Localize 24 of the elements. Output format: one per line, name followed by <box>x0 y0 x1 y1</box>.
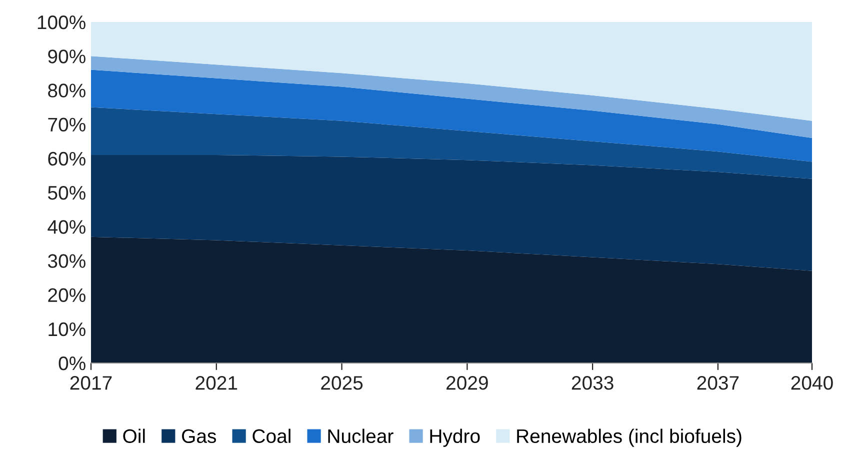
legend-label: Coal <box>252 428 290 444</box>
y-tick-label: 100% <box>38 15 86 30</box>
x-tick-label: 2025 <box>321 376 363 390</box>
y-tick-label: 50% <box>48 186 86 200</box>
y-tick-label: 90% <box>48 50 86 64</box>
y-tick-label: 60% <box>48 152 86 166</box>
legend-label: Renewables (incl biofuels) <box>517 428 742 447</box>
x-tick-label: 2040 <box>791 376 833 390</box>
y-tick-label: 0% <box>58 356 86 370</box>
y-tick-label: 20% <box>48 288 86 302</box>
x-tick-label: 2029 <box>446 376 488 390</box>
legend-label: Oil <box>123 428 145 444</box>
legend-label: Nuclear <box>328 428 394 444</box>
y-tick-label: 40% <box>48 220 86 234</box>
x-tick-label: 2021 <box>196 376 238 390</box>
x-tick-label: 2037 <box>697 376 739 390</box>
y-tick-label: 70% <box>48 118 86 132</box>
y-tick-label: 10% <box>48 322 86 336</box>
x-tick-label: 2017 <box>70 376 112 390</box>
x-tick-label: 2033 <box>572 376 614 390</box>
y-tick-label: 30% <box>48 254 86 268</box>
legend-label: Hydro <box>430 428 480 447</box>
y-tick-label: 80% <box>48 84 86 98</box>
legend-label: Gas <box>182 429 216 444</box>
